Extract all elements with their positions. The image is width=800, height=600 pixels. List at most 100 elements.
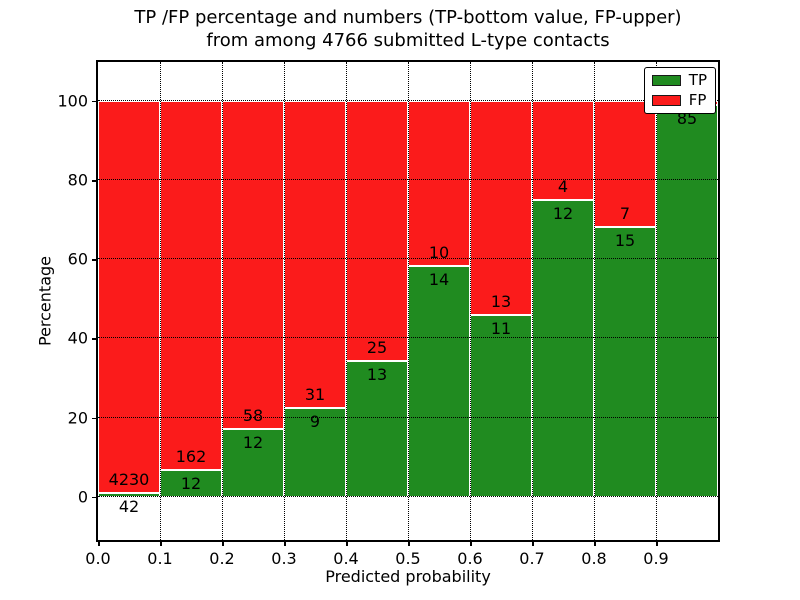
bar-4-tp-count-label: 13 xyxy=(366,365,388,385)
vertical-gridline-0.3 xyxy=(284,62,285,540)
x-tick-mark-0.6 xyxy=(470,542,472,546)
bar-6-boundary-edge xyxy=(470,314,532,317)
x-tick-label-0.5: 0.5 xyxy=(395,549,421,568)
bar-7-bottom-edge xyxy=(532,495,594,498)
x-tick-label-0.6: 0.6 xyxy=(457,549,483,568)
bar-3-fp-segment xyxy=(284,100,346,408)
bar-5-boundary-edge xyxy=(408,264,470,267)
x-tick-label-0.9: 0.9 xyxy=(643,549,669,568)
bar-0-bottom-edge xyxy=(98,495,160,498)
x-tick-mark-0.7 xyxy=(532,542,534,546)
horizontal-gridline-20 xyxy=(98,416,718,418)
bars-layer xyxy=(98,62,718,540)
chart-title-line1: TP /FP percentage and numbers (TP-bottom… xyxy=(134,7,682,28)
legend-swatch-fp xyxy=(651,95,681,106)
bar-labels-layer: 4230 42 162 12 58 12 31 9 25 13 10 14 13 11 4 12 7 15 85 xyxy=(98,62,718,540)
chart-title-line2: from among 4766 submitted L-type contact… xyxy=(206,30,610,51)
horizontal-gridline-40 xyxy=(98,337,718,339)
bar-7-tp-segment xyxy=(532,199,594,497)
bar-8-top-edge xyxy=(594,99,656,102)
x-tick-label-0.4: 0.4 xyxy=(333,549,359,568)
bar-3-fp-count-label: 31 xyxy=(304,384,326,404)
x-tick-label-0.3: 0.3 xyxy=(271,549,297,568)
vertical-gridline-0.2 xyxy=(222,62,223,540)
horizontal-gridline-60 xyxy=(98,258,718,260)
x-tick-mark-0.1 xyxy=(160,542,162,546)
vertical-gridline-0.1 xyxy=(160,62,161,540)
bar-7-fp-count-label: 4 xyxy=(557,176,569,196)
bar-2-bottom-edge xyxy=(222,495,284,498)
horizontal-gridline-80 xyxy=(98,179,718,181)
y-tick-mark-60 xyxy=(92,259,96,261)
bar-2-fp-count-label: 58 xyxy=(242,405,264,425)
vertical-gridline-0.4 xyxy=(346,62,347,540)
bar-6-top-edge xyxy=(470,99,532,102)
bar-2-boundary-edge xyxy=(222,427,284,430)
bar-2-tp-count-label: 12 xyxy=(242,432,264,452)
bar-1-fp-segment xyxy=(160,100,222,470)
x-tick-mark-0.0 xyxy=(98,542,100,546)
bar-8-tp-count-label: 15 xyxy=(614,230,636,250)
bar-0-boundary-edge xyxy=(98,491,160,494)
bar-7-top-edge xyxy=(532,99,594,102)
bar-0-tp-segment xyxy=(98,492,160,497)
legend-swatch-tp xyxy=(651,75,681,86)
bar-1-top-edge xyxy=(160,99,222,102)
y-tick-label-60: 60 xyxy=(67,249,88,269)
bar-0-top-edge xyxy=(98,99,160,102)
y-tick-mark-100 xyxy=(92,100,96,103)
bar-4-fp-count-label: 25 xyxy=(366,338,388,358)
vertical-gridline-0.5 xyxy=(408,62,409,540)
bar-6-bottom-edge xyxy=(470,495,532,498)
bar-6-tp-count-label: 11 xyxy=(490,319,512,339)
x-tick-mark-0.2 xyxy=(222,542,224,546)
bar-5-fp-count-label: 10 xyxy=(428,242,450,262)
bar-9-tp-segment xyxy=(656,105,718,497)
bar-5-bottom-edge xyxy=(408,495,470,498)
legend-item-tp: TP xyxy=(651,73,707,88)
bar-2-fp-segment xyxy=(222,100,284,429)
y-tick-label-40: 40 xyxy=(67,328,88,348)
x-tick-mark-0.3 xyxy=(284,542,286,546)
legend-label-fp: FP xyxy=(688,91,707,109)
x-tick-mark-0.5 xyxy=(408,542,410,546)
x-tick-mark-0.8 xyxy=(594,542,596,546)
bar-6-fp-count-label: 13 xyxy=(490,292,512,312)
bar-3-bottom-edge xyxy=(284,495,346,498)
horizontal-gridline-0 xyxy=(98,495,718,497)
y-tick-label-20: 20 xyxy=(67,408,88,428)
bar-7-fp-segment xyxy=(532,100,594,200)
vertical-gridline-0.6 xyxy=(470,62,471,540)
bar-3-boundary-edge xyxy=(284,406,346,409)
vertical-gridline-0.8 xyxy=(594,62,595,540)
y-tick-mark-0 xyxy=(92,496,96,499)
x-axis-label: Predicted probability xyxy=(325,567,491,586)
bar-3-tp-count-label: 9 xyxy=(309,411,321,431)
bar-8-fp-segment xyxy=(594,100,656,227)
y-tick-label-0: 0 xyxy=(77,487,88,507)
bar-7-boundary-edge xyxy=(532,198,594,201)
x-tick-mark-0.4 xyxy=(346,542,348,546)
vertical-gridline-0.9 xyxy=(656,62,657,540)
bar-1-boundary-edge xyxy=(160,468,222,471)
x-tick-label-0.0: 0.0 xyxy=(85,549,111,568)
plot-area: 4230 42 162 12 58 12 31 9 25 13 10 14 13 11 4 12 7 15 85 T… xyxy=(96,60,720,542)
bar-2-top-edge xyxy=(222,99,284,102)
bar-8-bottom-edge xyxy=(594,495,656,498)
horizontal-gridline-100 xyxy=(98,99,718,101)
bar-3-top-edge xyxy=(284,99,346,102)
x-tick-label-0.1: 0.1 xyxy=(147,549,173,568)
x-tick-mark-0.9 xyxy=(656,542,658,546)
legend-item-fp: FP xyxy=(651,91,707,109)
bar-5-top-edge xyxy=(408,99,470,102)
x-tick-label-0.8: 0.8 xyxy=(581,549,607,568)
bar-0-left-edge xyxy=(97,100,99,497)
bar-8-fp-count-label: 7 xyxy=(619,203,631,223)
bar-2-tp-segment xyxy=(222,428,284,497)
chart-title: TP /FP percentage and numbers (TP-bottom… xyxy=(98,6,718,52)
bar-8-boundary-edge xyxy=(594,225,656,228)
bar-5-tp-segment xyxy=(408,265,470,497)
gridlines-layer xyxy=(98,62,718,540)
bar-9-tp-count-label: 85 xyxy=(676,109,698,129)
